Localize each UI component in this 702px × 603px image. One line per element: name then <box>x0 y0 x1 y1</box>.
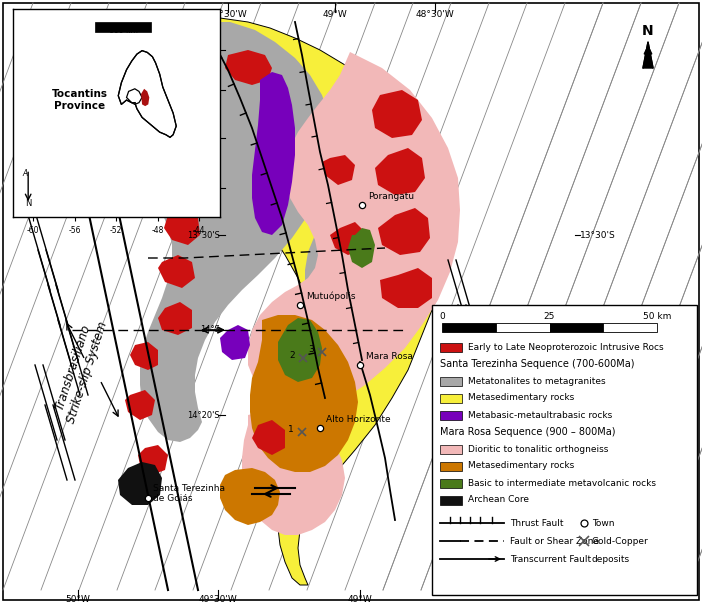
Polygon shape <box>158 162 195 198</box>
Text: Metabasic-metaultrabasic rocks: Metabasic-metaultrabasic rocks <box>468 411 612 420</box>
Text: Dioritic to tonalitic orthogneiss: Dioritic to tonalitic orthogneiss <box>468 444 609 453</box>
Polygon shape <box>322 155 355 185</box>
Text: -9: -9 <box>212 45 220 54</box>
Text: Town: Town <box>592 519 614 528</box>
Polygon shape <box>164 208 200 245</box>
Text: 13°30'S: 13°30'S <box>187 230 220 239</box>
Text: Fault or Shear Zone: Fault or Shear Zone <box>510 537 599 546</box>
Bar <box>432 305 697 595</box>
Text: -12: -12 <box>206 86 220 95</box>
Polygon shape <box>130 342 158 370</box>
Text: A: A <box>22 169 27 178</box>
Text: Transcurrent Fault: Transcurrent Fault <box>510 555 591 563</box>
Bar <box>440 496 462 505</box>
Text: -16: -16 <box>206 133 220 142</box>
Text: 0: 0 <box>439 312 445 321</box>
Bar <box>440 479 462 487</box>
Text: 50°W: 50°W <box>65 595 91 603</box>
Text: Metasedimentary rocks: Metasedimentary rocks <box>468 394 574 402</box>
Polygon shape <box>145 17 458 585</box>
Polygon shape <box>330 222 365 255</box>
Bar <box>440 376 462 385</box>
Text: 49°W: 49°W <box>347 595 372 603</box>
Text: 48°30'W: 48°30'W <box>416 10 454 19</box>
Polygon shape <box>278 318 322 382</box>
Text: N: N <box>642 24 654 38</box>
Text: Transbrasiliano
Strike-slip System: Transbrasiliano Strike-slip System <box>51 315 110 425</box>
Text: 14°20'S: 14°20'S <box>187 411 220 420</box>
Polygon shape <box>138 445 168 475</box>
Text: -20: -20 <box>206 183 220 192</box>
Bar <box>440 461 462 470</box>
Polygon shape <box>118 22 332 442</box>
Text: 14°S: 14°S <box>580 326 602 335</box>
Text: Porangatu: Porangatu <box>368 192 414 201</box>
Text: Metatonalites to metagranites: Metatonalites to metagranites <box>468 376 606 385</box>
Text: N: N <box>25 200 32 209</box>
Polygon shape <box>158 255 195 288</box>
Polygon shape <box>148 120 185 155</box>
Text: 14°S: 14°S <box>200 326 220 335</box>
Text: Thrust Fault: Thrust Fault <box>510 519 564 528</box>
Polygon shape <box>250 315 358 472</box>
Text: 49°30'W: 49°30'W <box>208 10 247 19</box>
Polygon shape <box>378 208 430 255</box>
Polygon shape <box>305 75 450 345</box>
Text: Archean Core: Archean Core <box>468 496 529 505</box>
Text: 600 km: 600 km <box>109 26 138 35</box>
Text: Mutuópolis: Mutuópolis <box>306 291 355 301</box>
Polygon shape <box>380 268 432 308</box>
Text: 3: 3 <box>308 346 314 355</box>
Polygon shape <box>242 412 345 535</box>
Bar <box>440 343 462 352</box>
Text: 1: 1 <box>289 426 294 435</box>
Bar <box>440 394 462 402</box>
Polygon shape <box>220 468 280 525</box>
Text: Mara Rosa Sequence (900 – 800Ma): Mara Rosa Sequence (900 – 800Ma) <box>440 427 616 437</box>
Text: Santa Terezinha
de Goiás: Santa Terezinha de Goiás <box>153 484 225 503</box>
Text: 14°20'S: 14°20'S <box>580 411 616 420</box>
Bar <box>440 444 462 453</box>
Text: Mara Rosa: Mara Rosa <box>366 352 413 361</box>
Polygon shape <box>348 228 375 268</box>
Bar <box>550 323 603 332</box>
Text: Early to Late Neoproterozoic Intrusive Rocs: Early to Late Neoproterozoic Intrusive R… <box>468 343 663 352</box>
Text: Metasedimentary rocks: Metasedimentary rocks <box>468 461 574 470</box>
Text: 49°30'W: 49°30'W <box>199 595 237 603</box>
Polygon shape <box>126 89 142 104</box>
Text: Santa Terezinha Sequence (700-600Ma): Santa Terezinha Sequence (700-600Ma) <box>440 359 635 369</box>
Bar <box>603 323 657 332</box>
Polygon shape <box>162 42 210 82</box>
Polygon shape <box>142 82 175 112</box>
Polygon shape <box>252 72 295 235</box>
Polygon shape <box>248 52 460 412</box>
Polygon shape <box>125 390 155 420</box>
Text: 25: 25 <box>544 312 555 321</box>
Bar <box>496 323 550 332</box>
Polygon shape <box>375 148 425 195</box>
Bar <box>95 22 152 33</box>
Polygon shape <box>118 462 162 505</box>
Text: 50 km: 50 km <box>643 312 671 321</box>
Polygon shape <box>643 42 653 68</box>
Text: Gold-Copper: Gold-Copper <box>592 537 649 546</box>
Text: 2: 2 <box>289 352 295 361</box>
Polygon shape <box>141 89 150 106</box>
Polygon shape <box>118 51 176 137</box>
Polygon shape <box>225 50 272 85</box>
Polygon shape <box>372 90 422 138</box>
Text: Tocantins
Province: Tocantins Province <box>52 89 108 111</box>
Text: Basic to intermediate metavolcanic rocks: Basic to intermediate metavolcanic rocks <box>468 479 656 487</box>
Polygon shape <box>220 325 250 360</box>
Bar <box>440 411 462 420</box>
Polygon shape <box>158 302 192 335</box>
Text: Alto Horizonte: Alto Horizonte <box>326 415 390 424</box>
Text: deposits: deposits <box>592 555 630 563</box>
Text: 13°30'S: 13°30'S <box>580 230 616 239</box>
Polygon shape <box>252 420 285 455</box>
Bar <box>442 323 496 332</box>
Text: 49°W: 49°W <box>323 10 347 19</box>
